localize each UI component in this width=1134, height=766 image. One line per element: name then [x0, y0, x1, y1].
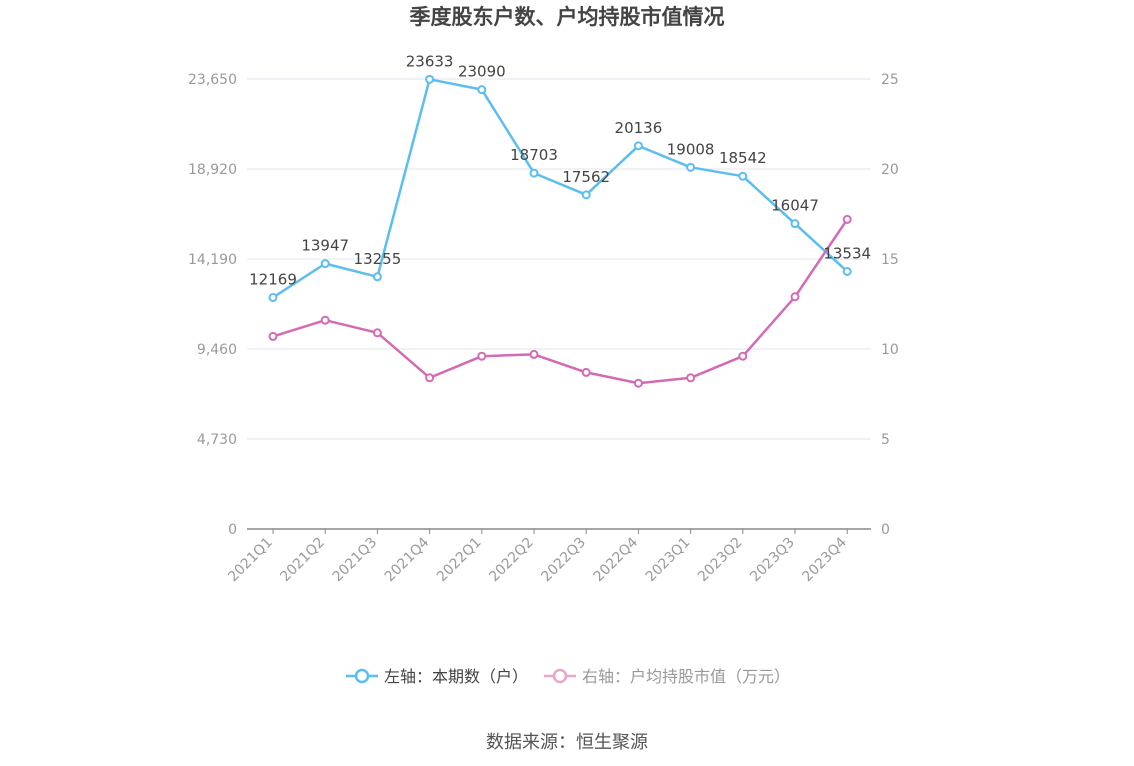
x-tick-label: 2021Q4: [382, 534, 433, 585]
holders-data-label: 17562: [562, 168, 610, 186]
holders-point: [268, 292, 278, 302]
x-tick-label: 2023Q2: [695, 535, 746, 586]
avg-value-point: [372, 328, 382, 338]
legend-marker-icon: [552, 668, 568, 684]
holders-point: [686, 162, 696, 172]
holders-point: [842, 266, 852, 276]
avg-value-point: [842, 214, 852, 224]
avg-value-point: [738, 351, 748, 361]
holders-data-label: 19008: [667, 140, 715, 158]
x-tick-label: 2022Q4: [591, 534, 642, 585]
y-left-tick-label: 9,460: [197, 342, 237, 358]
legend: 左轴：本期数（户） 右轴：户均持股市值（万元）: [346, 667, 790, 686]
legend-item-holders[interactable]: 左轴：本期数（户）: [346, 667, 528, 686]
holders-point: [372, 272, 382, 282]
avg-value-point: [477, 351, 487, 361]
holders-data-label: 18703: [510, 146, 558, 164]
y-left-tick-label: 0: [228, 522, 237, 538]
y-right-tick-label: 0: [881, 522, 890, 538]
holders-data-label: 16047: [771, 197, 819, 215]
holders-point: [738, 171, 748, 181]
legend-label: 右轴：户均持股市值（万元）: [582, 667, 790, 686]
y-right-tick-label: 20: [881, 162, 899, 178]
holders-point: [477, 85, 487, 95]
y-left-tick-label: 4,730: [197, 432, 237, 448]
avg-value-point: [529, 349, 539, 359]
x-tick-label: 2021Q1: [225, 535, 276, 586]
x-tick-label: 2021Q2: [277, 535, 328, 586]
holders-point: [581, 190, 591, 200]
x-tick-label: 2023Q4: [799, 534, 850, 585]
y-right-tick-label: 25: [881, 72, 899, 88]
avg-value-point: [581, 367, 591, 377]
y-right-tick-label: 5: [881, 432, 890, 448]
y-left-tick-label: 23,650: [188, 72, 237, 88]
holders-data-label: 13255: [354, 250, 402, 268]
source-note: 数据来源：恒生聚源: [486, 732, 648, 753]
x-tick-label: 2022Q2: [486, 535, 537, 586]
legend-item-avg-value[interactable]: 右轴：户均持股市值（万元）: [544, 667, 790, 686]
holders-data-label: 18542: [719, 149, 767, 167]
x-tick-label: 2022Q3: [538, 535, 589, 586]
holders-point: [425, 74, 435, 84]
holders-point: [320, 259, 330, 269]
avg-value-point: [425, 373, 435, 383]
x-tick-label: 2021Q3: [330, 535, 381, 586]
holders-data-label: 13534: [823, 244, 871, 262]
avg-value-point: [320, 315, 330, 325]
avg-value-point: [268, 331, 278, 341]
holders-point: [790, 219, 800, 229]
holders-data-label: 23633: [406, 52, 454, 70]
holders-point: [529, 168, 539, 178]
holders-data-label: 13947: [301, 237, 349, 255]
legend-label: 左轴：本期数（户）: [384, 667, 528, 686]
series-line-avg-value: [272, 218, 849, 385]
x-tick-label: 2023Q3: [747, 535, 798, 586]
y-left-tick-label: 18,920: [188, 162, 237, 178]
legend-marker-icon: [354, 668, 370, 684]
holders-point: [633, 141, 643, 151]
y-left-tick-label: 14,190: [188, 252, 237, 268]
avg-value-point: [686, 373, 696, 383]
grid-layer: [247, 78, 871, 440]
holders-data-label: 12169: [249, 270, 297, 288]
holders-data-label: 23090: [458, 63, 506, 81]
chart-title: 季度股东户数、户均持股市值情况: [410, 5, 725, 29]
series-layer: [268, 74, 852, 388]
avg-value-point: [633, 378, 643, 388]
series-line-holders: [272, 78, 849, 299]
avg-value-point: [790, 292, 800, 302]
x-tick-label: 2022Q1: [434, 535, 485, 586]
y-right-tick-label: 10: [881, 342, 899, 358]
y-right-tick-label: 15: [881, 252, 899, 268]
x-tick-label: 2023Q1: [643, 535, 694, 586]
holders-data-label: 20136: [615, 119, 663, 137]
